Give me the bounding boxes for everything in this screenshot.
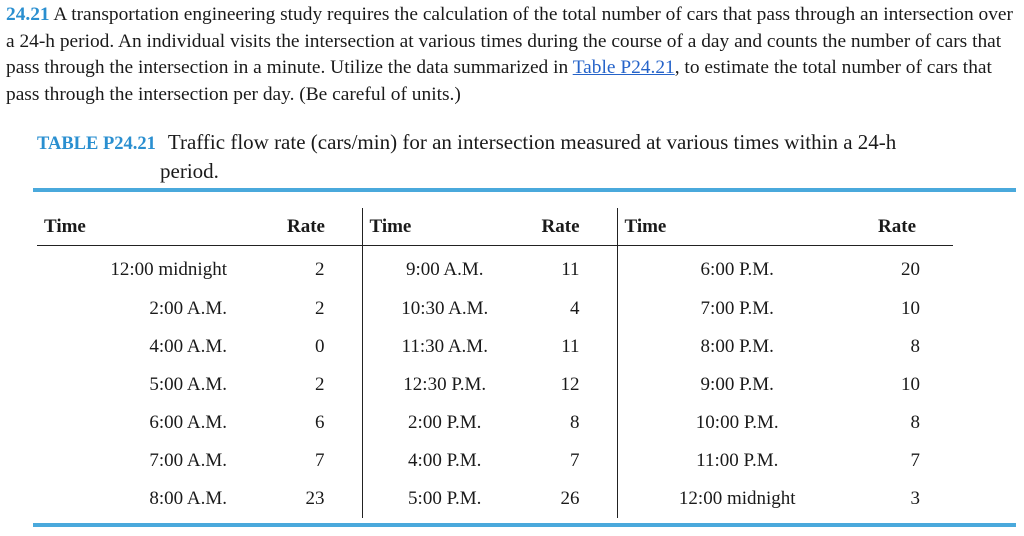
table-row: 6:00 A.M. 6 2:00 P.M. 8 10:00 P.M. 8 [37, 404, 953, 442]
header-rate-1: Rate [287, 208, 363, 246]
header-time-1: Time [37, 208, 287, 246]
time-cell: 10:00 P.M. [695, 412, 779, 433]
rate-cell: 23 [287, 480, 363, 518]
problem-text-before: A transportation engineering study requi… [6, 4, 1013, 79]
table-bottom-rule [33, 523, 1016, 527]
rate-cell: 4 [527, 290, 618, 328]
time-cell: 11:00 P.M. [696, 450, 779, 471]
rate-cell: 6 [287, 404, 363, 442]
problem-text-after: , to estimate the total number of cars t… [6, 57, 992, 105]
table-header-row: Time Rate Time Rate Time Rate [37, 208, 953, 246]
problem-number: 24.21 [6, 4, 50, 25]
caption-text-1: Traffic flow rate (cars/min) for an inte… [167, 130, 897, 154]
rate-cell: 26 [527, 480, 618, 518]
caption-line-2: period. [160, 159, 219, 183]
table-row: 12:00 midnight 2 9:00 A.M. 11 6:00 P.M. … [37, 245, 953, 290]
rate-cell: 12 [527, 366, 618, 404]
caption-line-1: TABLE P24.21 Traffic flow rate (cars/min)… [37, 129, 1017, 158]
rate-cell: 2 [287, 290, 363, 328]
table-caption: TABLE P24.21 Traffic flow rate (cars/min)… [37, 129, 1017, 185]
time-cell: 10:30 A.M. [401, 298, 489, 319]
table-row: 8:00 A.M. 23 5:00 P.M. 26 12:00 midnight… [37, 480, 953, 518]
rate-cell: 2 [287, 245, 363, 290]
table-row: 5:00 A.M. 2 12:30 P.M. 12 9:00 P.M. 10 [37, 366, 953, 404]
table-top-rule [33, 188, 1016, 192]
time-cell: 7:00 P.M. [700, 298, 774, 319]
time-cell: 6:00 A.M. [149, 412, 227, 433]
rate-cell: 3 [910, 488, 921, 509]
rate-cell: 7 [910, 450, 921, 471]
header-time-2: Time [362, 208, 527, 246]
time-cell: 9:00 A.M. [405, 259, 484, 280]
time-cell: 8:00 A.M. [149, 488, 227, 509]
rate-cell: 8 [910, 336, 921, 357]
time-cell: 12:00 midnight [678, 488, 796, 509]
time-cell: 2:00 A.M. [149, 298, 227, 319]
time-cell: 5:00 A.M. [149, 374, 227, 395]
rate-cell: 8 [527, 404, 618, 442]
time-cell: 12:00 midnight [110, 259, 227, 280]
time-cell: 8:00 P.M. [700, 336, 774, 357]
time-cell: 9:00 P.M. [700, 374, 774, 395]
rate-cell: 10 [901, 374, 920, 395]
rate-cell: 20 [901, 259, 920, 280]
rate-cell: 11 [527, 245, 618, 290]
header-rate-2: Rate [527, 208, 618, 246]
time-cell: 12:30 P.M. [403, 374, 487, 395]
time-cell: 11:30 A.M. [401, 336, 488, 357]
rate-cell: 7 [527, 442, 618, 480]
table-row: 4:00 A.M. 0 11:30 A.M. 11 8:00 P.M. 8 [37, 328, 953, 366]
rate-cell: 11 [527, 328, 618, 366]
time-cell: 5:00 P.M. [408, 488, 482, 509]
problem-statement: 24.21 A transportation engineering study… [6, 2, 1018, 108]
rate-cell: 7 [287, 442, 363, 480]
rate-cell: 0 [287, 328, 363, 366]
header-rate-3: Rate [857, 208, 953, 246]
table-label: TABLE P24.21 [37, 134, 156, 154]
time-cell: 4:00 P.M. [408, 450, 482, 471]
rate-cell: 2 [287, 366, 363, 404]
rate-cell: 8 [910, 412, 921, 433]
rate-cell: 10 [901, 298, 920, 319]
table-row: 7:00 A.M. 7 4:00 P.M. 7 11:00 P.M. 7 [37, 442, 953, 480]
time-cell: 7:00 A.M. [149, 450, 227, 471]
header-time-3: Time [617, 208, 857, 246]
traffic-flow-table: Time Rate Time Rate Time Rate 12:00 midn… [37, 208, 953, 518]
time-cell: 6:00 P.M. [700, 259, 774, 280]
table-reference-link[interactable]: Table P24.21 [572, 57, 675, 79]
table-row: 2:00 A.M. 2 10:30 A.M. 4 7:00 P.M. 10 [37, 290, 953, 328]
time-cell: 4:00 A.M. [149, 336, 227, 357]
time-cell: 2:00 P.M. [408, 412, 482, 433]
